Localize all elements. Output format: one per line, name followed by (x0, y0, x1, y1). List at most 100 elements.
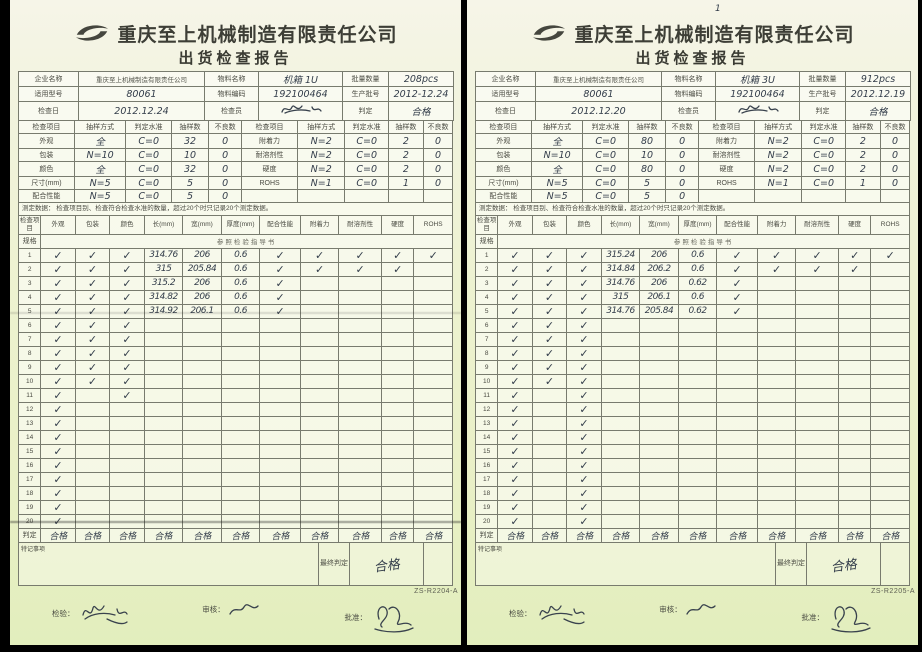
sampling-value (753, 189, 803, 203)
judgment-row-label: 判定 (17, 527, 42, 543)
row-number: 1 (474, 247, 499, 263)
check-cell: ✓ (716, 275, 758, 291)
check-cell (795, 359, 839, 375)
check-cell (109, 471, 145, 487)
check-cell: ✓ (338, 261, 382, 277)
check-cell: ✓ (531, 289, 568, 305)
check-cell (531, 401, 568, 417)
check-cell (413, 359, 453, 375)
inspector-signature-cell (258, 101, 343, 121)
check-cell (413, 415, 453, 431)
check-cell: ✓ (497, 485, 533, 501)
measurement-row: 8 ✓ ✓ ✓ (474, 345, 910, 361)
check-cell (109, 457, 145, 473)
thickness-cell: 0.6 (220, 247, 261, 263)
check-cell (756, 345, 797, 361)
check-cell (837, 359, 872, 375)
sampling-body: 外观 全 C=0 80 0 附着力 N=2 C=0 2 0 包装 N=10 C=… (475, 133, 910, 203)
check-cell (756, 471, 797, 487)
check-cell: ✓ (74, 345, 111, 361)
check-cell (837, 499, 872, 515)
check-cell: ✓ (74, 247, 111, 263)
row-number: 9 (17, 359, 42, 375)
check-cell: ✓ (566, 289, 602, 305)
material-name-label: 物料名称 (661, 71, 716, 87)
width-cell: 206 (639, 247, 679, 263)
check-cell: ✓ (566, 485, 602, 501)
sampling-item (698, 189, 755, 203)
thickness-cell (220, 387, 261, 403)
check-cell (413, 331, 453, 347)
sampling-header: 不良数 (665, 120, 700, 134)
thickness-cell (677, 513, 718, 529)
measurement-header: 硬度 (837, 215, 872, 235)
check-cell: ✓ (74, 359, 111, 375)
sampling-header: 抽样数 (387, 120, 425, 134)
row-number: 3 (474, 275, 499, 291)
check-cell: ✓ (109, 359, 145, 375)
spec-label: 规格 (474, 234, 499, 249)
sampling-value: N=1 (296, 176, 346, 190)
thickness-cell (220, 513, 261, 529)
check-cell (74, 499, 111, 515)
width-cell (182, 331, 222, 347)
measurement-header: ROHS (413, 215, 453, 235)
measurement-row: 19 ✓ ✓ (474, 499, 910, 515)
model-value: 80061 (535, 86, 662, 102)
check-cell (870, 359, 910, 375)
check-cell: ✓ (531, 247, 568, 263)
company-label: 企业名称 (18, 71, 79, 87)
sampling-value: C=0 (344, 161, 389, 177)
check-cell (380, 457, 415, 473)
judgment-row: 判定 合格 合格 合格 合格 合格 合格 合格 合格 合格 合格 合格 (17, 526, 453, 544)
sampling-value: N=5 (73, 176, 127, 190)
measurement-row: 2 ✓ ✓ ✓ 314.84 206.2 0.6 ✓ ✓ ✓ ✓ (474, 261, 910, 277)
length-cell (143, 457, 184, 473)
sampling-value: 0 (665, 148, 700, 162)
sampling-row: 外观 全 C=0 80 0 附着力 N=2 C=0 2 0 (475, 133, 910, 149)
check-cell (299, 471, 340, 487)
measurement-header: 附着力 (299, 215, 340, 235)
sampling-header: 不良数 (423, 120, 453, 134)
check-cell (74, 485, 111, 501)
measurement-row: 12 ✓ (17, 401, 453, 417)
check-cell (259, 331, 301, 347)
check-cell: ✓ (299, 261, 340, 277)
sampling-value: 2 (844, 133, 882, 149)
check-cell (870, 457, 910, 473)
inspector-signature (737, 105, 779, 114)
check-cell: ✓ (497, 401, 533, 417)
sampling-item: 硬度 (698, 161, 755, 177)
measurement-header-row: 检查项目 外观 包装 颜色 长(mm) 宽(mm) 厚度(mm) 配合性能 附着力 耐溶剂性 硬度… (474, 215, 910, 235)
measurement-row: 20 ✓ (17, 513, 453, 529)
check-cell (74, 415, 111, 431)
check-cell (870, 499, 910, 515)
width-cell: 205.84 (639, 303, 679, 319)
thickness-cell (220, 331, 261, 347)
spec-value: 参照检验指导书 (40, 234, 453, 249)
check-cell (716, 401, 758, 417)
check-cell (259, 401, 301, 417)
width-cell (639, 317, 679, 333)
measurement-row: 11 ✓ ✓ (17, 387, 453, 403)
width-cell (182, 499, 222, 515)
check-cell (837, 471, 872, 487)
inspect-date-value: 2012.12.20 (535, 101, 662, 121)
thickness-cell (677, 485, 718, 501)
batch-qty-value: 912pcs (845, 71, 911, 87)
check-cell: ✓ (497, 345, 533, 361)
check-cell: ✓ (40, 471, 76, 487)
check-cell (259, 457, 301, 473)
check-cell: ✓ (870, 247, 910, 263)
check-cell: ✓ (497, 303, 533, 319)
length-cell (600, 373, 641, 389)
material-code-label: 物料编码 (204, 86, 259, 102)
sampling-row: 颜色 全 C=0 80 0 硬度 N=2 C=0 2 0 (475, 161, 910, 177)
check-cell (259, 513, 301, 529)
check-cell: ✓ (795, 261, 839, 277)
sampling-value: 2 (844, 148, 882, 162)
judgment-value: 合格 (845, 101, 911, 121)
check-cell (413, 303, 453, 319)
report-page-left: 重庆至上机械制造有限责任公司 出货检查报告 企业名称 重庆至上机械制造有限责任公… (10, 0, 461, 645)
thickness-cell (677, 415, 718, 431)
